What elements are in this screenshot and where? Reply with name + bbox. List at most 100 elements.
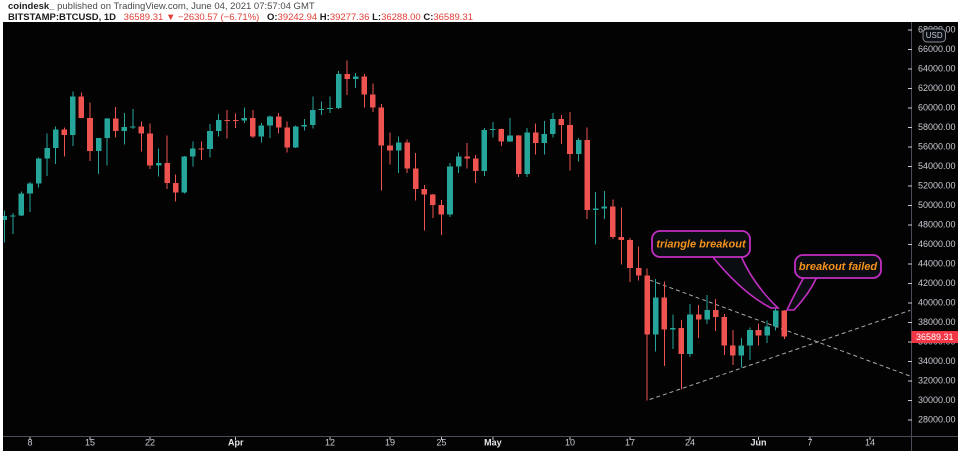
candle [284, 121, 290, 153]
candle [310, 96, 316, 129]
time-tick-label: 7 [807, 437, 812, 447]
price-tick-label: 64000.00 [918, 63, 956, 73]
time-tick-label: May [484, 437, 502, 447]
candle [190, 141, 196, 167]
candle [498, 128, 505, 147]
descending-resistance-trendline [649, 279, 911, 377]
candle [318, 101, 325, 115]
candle [3, 210, 8, 243]
candle [232, 113, 239, 128]
candle [241, 107, 248, 123]
candle [44, 133, 50, 177]
candles[interactable] [2, 60, 788, 401]
candle [387, 132, 393, 165]
candle [378, 104, 385, 191]
candle [87, 102, 93, 161]
candle [275, 112, 282, 134]
candle [678, 319, 685, 390]
candle [781, 310, 788, 340]
candle [618, 207, 625, 265]
candle [404, 139, 410, 174]
candle [78, 92, 85, 119]
candle [687, 303, 693, 358]
candle [18, 191, 25, 217]
candle [670, 314, 676, 350]
candle [258, 122, 265, 143]
time-tick-label: 25 [436, 437, 446, 447]
last-price-value: 36589.31 [123, 12, 164, 23]
candle [635, 246, 642, 281]
ohlc-values: O:39242.94 H:39277.36 L:36288.00 C:36589… [267, 12, 473, 23]
candle [215, 114, 222, 137]
symbol-line: BITSTAMP:BTCUSD, 1D 36589.31 ▼ −2630.57 … [8, 12, 953, 23]
time-axis[interactable]: 8 15 22 Apr 12 19 25 May 10 17 24 Jun 7 14 [28, 437, 875, 447]
candle [610, 199, 616, 240]
candle [70, 91, 76, 147]
candle [515, 134, 522, 178]
axes-borders [3, 22, 958, 451]
time-tick-label: Apr [228, 437, 244, 447]
time-tick-label: 10 [565, 437, 575, 447]
ohlc-label: L: [369, 12, 382, 23]
byline-text: published on TradingView.com, June 04, 2… [54, 1, 315, 12]
candle [267, 115, 273, 139]
candle [250, 110, 256, 139]
ohlc-value: 36589.31 [433, 12, 473, 23]
ohlc-value: 36288.00 [381, 12, 421, 23]
candle [747, 327, 753, 361]
candle [738, 338, 745, 368]
candle [592, 192, 599, 245]
last-price-tag-label: 36589.31 [916, 332, 954, 342]
currency-toggle-button[interactable]: USD [922, 28, 946, 43]
candle [661, 281, 668, 366]
callout: breakout failed [785, 254, 882, 311]
callout-label: triangle breakout [656, 238, 747, 250]
price-tick-label: 46000.00 [918, 239, 956, 249]
candle [395, 136, 402, 173]
candle [155, 148, 162, 177]
time-tick-label: 12 [325, 437, 335, 447]
candle [652, 279, 659, 352]
candle [430, 194, 436, 219]
candle [438, 200, 445, 235]
candle [472, 154, 479, 183]
price-tick-label: 50000.00 [918, 200, 956, 210]
annotation-callouts: triangle breakout breakout failed [651, 230, 882, 311]
ohlc-label: C: [420, 12, 434, 23]
price-tick-label: 44000.00 [918, 258, 956, 268]
callout-tail [710, 255, 780, 309]
price-tick-label: 66000.00 [918, 44, 956, 54]
candle [361, 73, 368, 108]
price-axis[interactable]: 68000.0066000.0064000.0062000.0060000.00… [908, 24, 956, 424]
price-tick-label: 56000.00 [918, 141, 956, 151]
price-tick-label: 40000.00 [918, 297, 956, 307]
price-tick-label: 38000.00 [918, 317, 956, 327]
currency-button-bg[interactable] [922, 28, 946, 43]
candle [35, 157, 42, 188]
candle [370, 83, 376, 112]
candle [764, 320, 770, 343]
time-tick-label: 19 [385, 437, 395, 447]
ascending-support-trendline [649, 309, 911, 400]
ohlc-label: O: [266, 12, 278, 23]
candle [95, 138, 102, 175]
callout-box [794, 254, 882, 279]
ohlc-value: 39242.94 [277, 12, 318, 23]
candle [567, 111, 573, 171]
triangle-trendlines [649, 279, 911, 400]
ohlc-value: 39277.36 [329, 12, 370, 23]
candle [464, 142, 470, 169]
candle [524, 128, 530, 177]
price-tick-label: 52000.00 [918, 180, 956, 190]
candle [695, 305, 702, 338]
symbol-title[interactable]: BITSTAMP:BTCUSD, 1D [8, 12, 117, 23]
chart-header: coindesk_ published on TradingView.com, … [8, 1, 953, 23]
candle [575, 137, 582, 162]
candle [772, 308, 779, 331]
author-handle[interactable]: coindesk_ [8, 1, 55, 12]
candle [112, 107, 119, 138]
candle [421, 184, 428, 231]
candle [52, 126, 59, 164]
